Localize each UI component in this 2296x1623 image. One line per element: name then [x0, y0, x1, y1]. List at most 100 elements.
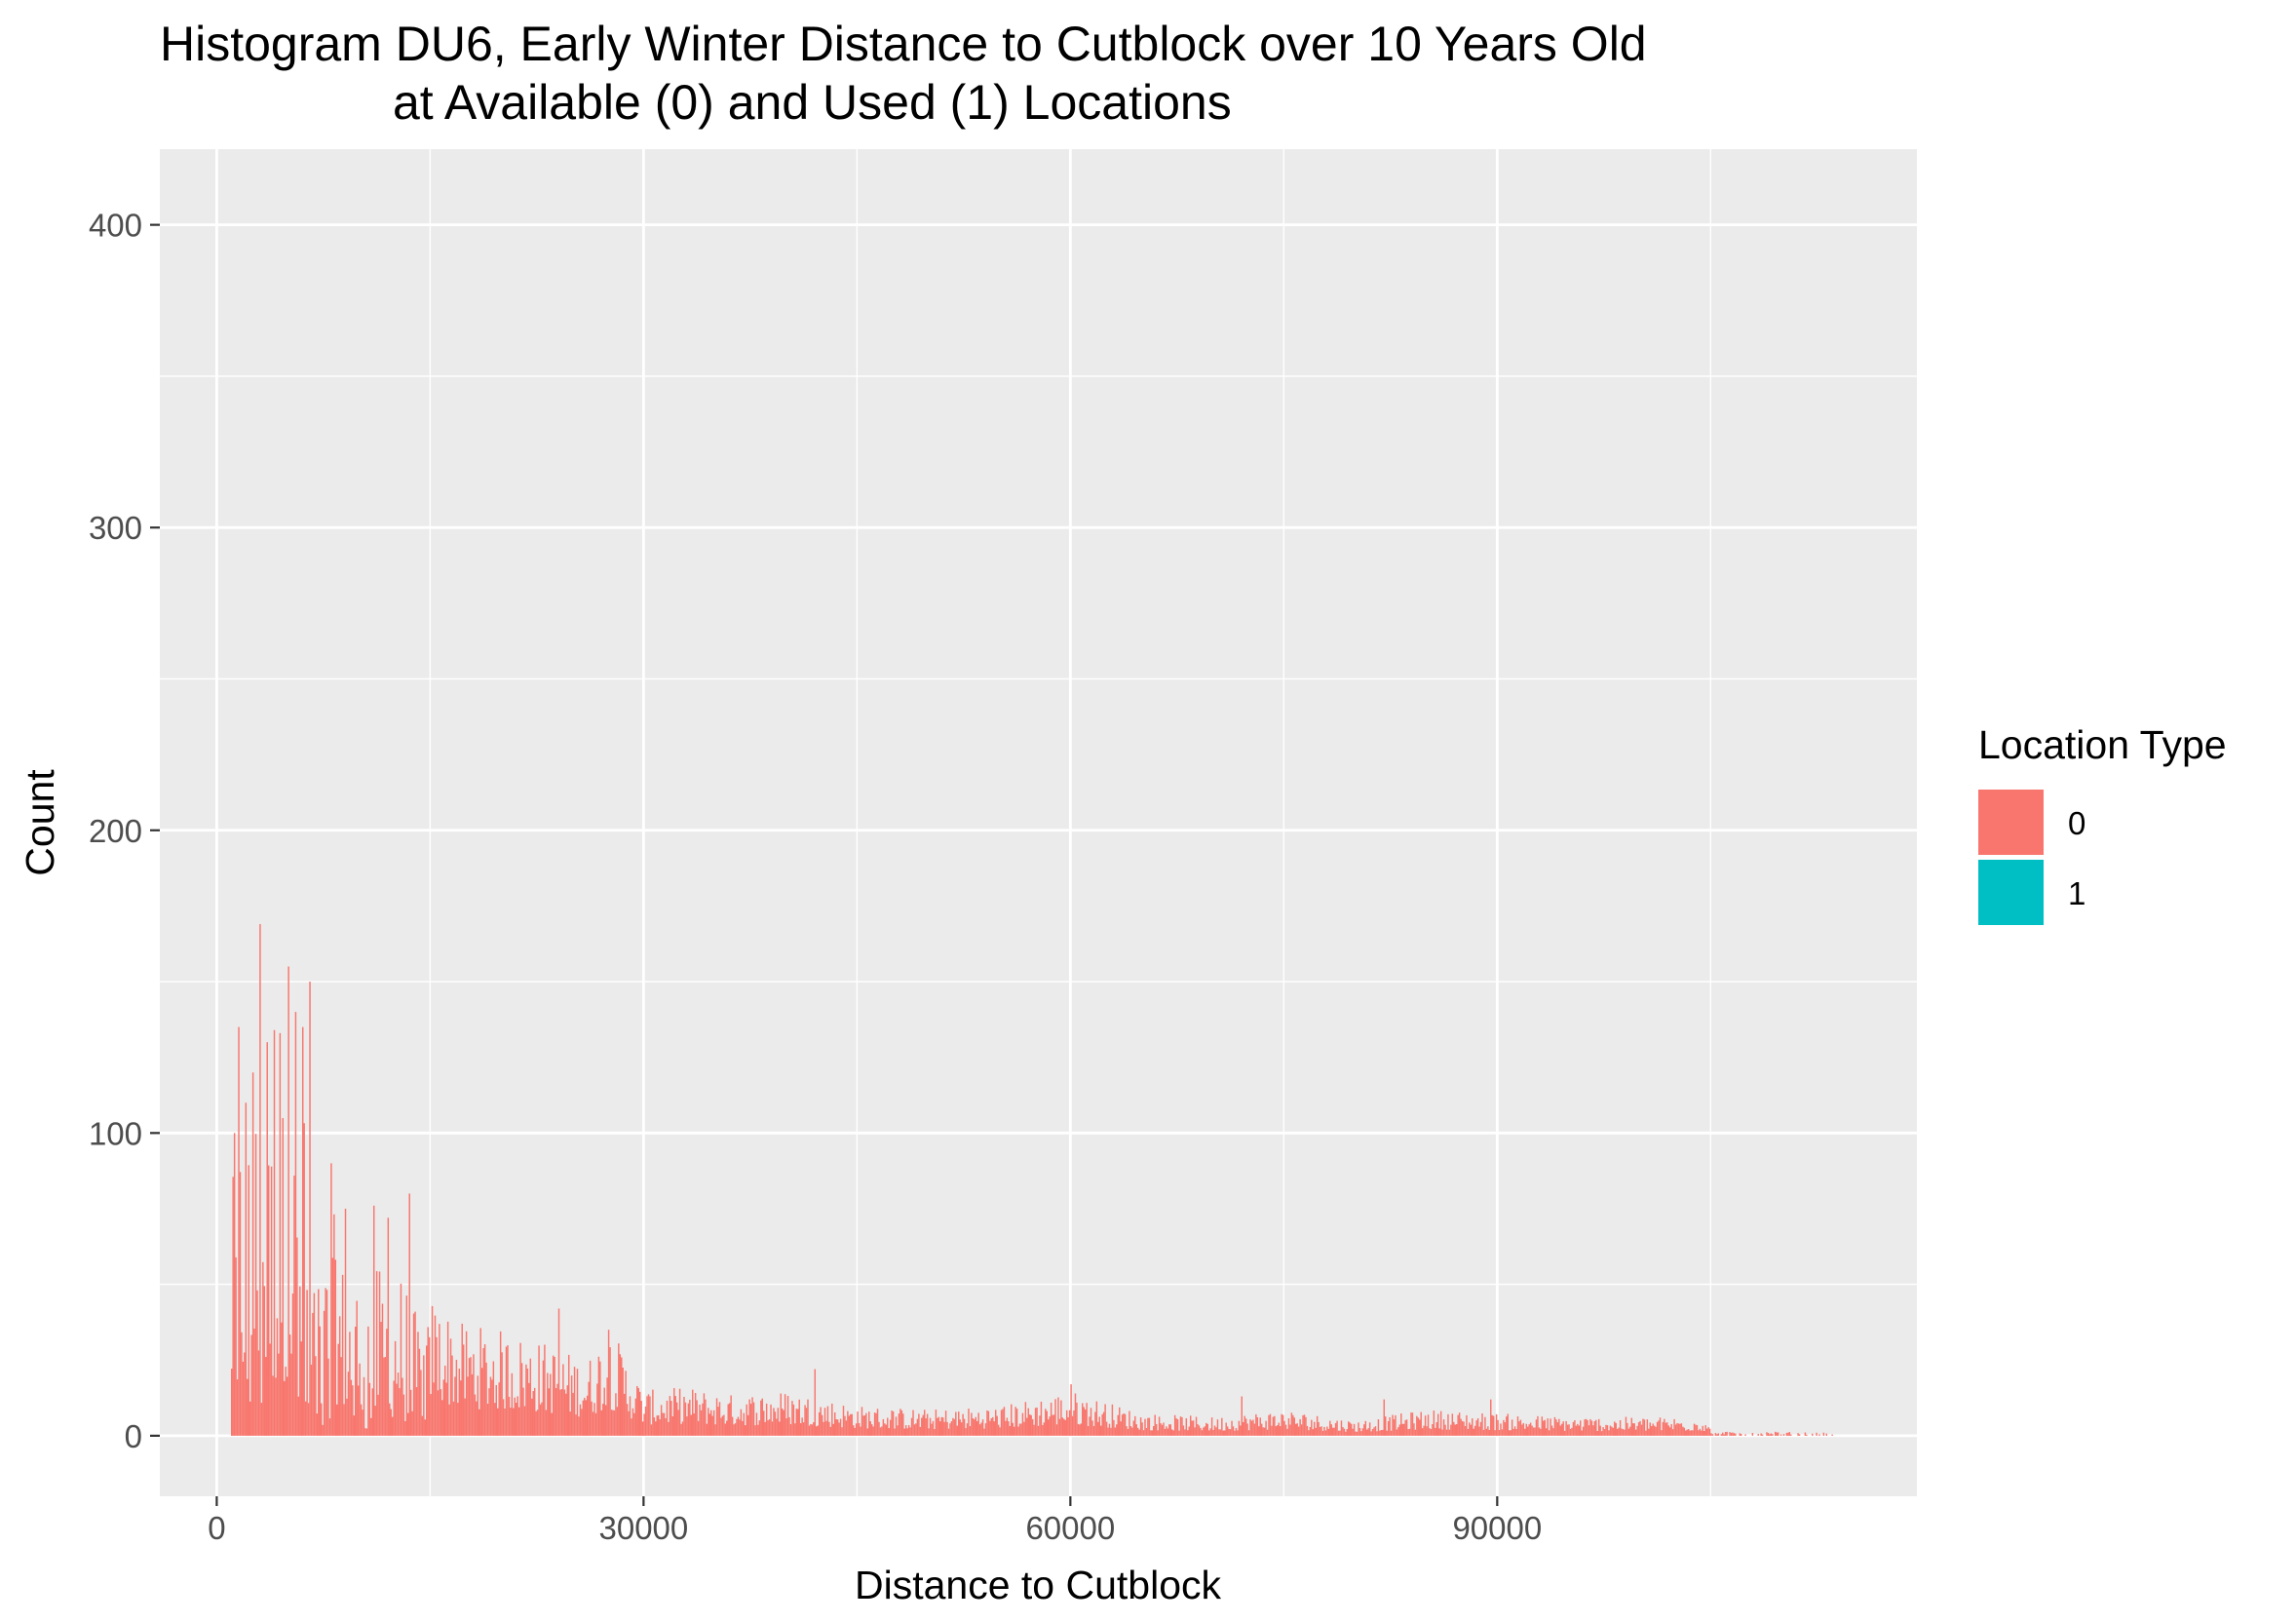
histogram-bar: [647, 1394, 650, 1436]
histogram-bar: [1240, 1425, 1242, 1436]
histogram-bar: [1132, 1420, 1135, 1436]
histogram-bar: [1241, 1396, 1243, 1436]
histogram-bar: [536, 1410, 539, 1436]
histogram-bar: [315, 1356, 317, 1436]
histogram-bar: [1205, 1422, 1207, 1436]
histogram-bar: [572, 1392, 574, 1436]
histogram-bar: [959, 1419, 961, 1436]
histogram-bar: [1232, 1426, 1235, 1436]
histogram-bar: [1201, 1430, 1204, 1436]
histogram-bar: [505, 1346, 508, 1436]
histogram-bar: [529, 1358, 532, 1436]
histogram-bar: [1648, 1428, 1650, 1436]
histogram-bar: [262, 1261, 264, 1436]
histogram-bar: [343, 1404, 345, 1436]
histogram-bar: [1380, 1429, 1383, 1436]
histogram-bar: [708, 1413, 710, 1436]
histogram-bar: [1785, 1432, 1788, 1436]
histogram-bar: [1776, 1432, 1778, 1436]
histogram-bar: [857, 1411, 859, 1436]
histogram-bar: [860, 1426, 861, 1436]
histogram-bar: [845, 1420, 848, 1436]
histogram-bar: [319, 1326, 321, 1436]
histogram-bar: [1384, 1416, 1387, 1436]
histogram-bar: [333, 1214, 335, 1436]
histogram-bar: [247, 1378, 249, 1436]
histogram-bar: [1377, 1419, 1380, 1436]
histogram-bar: [408, 1193, 410, 1436]
histogram-bar: [1668, 1427, 1671, 1436]
histogram-bar: [668, 1421, 670, 1436]
histogram-bar: [714, 1424, 716, 1436]
histogram-bar: [1515, 1428, 1517, 1436]
histogram-bar: [615, 1393, 617, 1436]
histogram-bar: [1060, 1400, 1062, 1436]
histogram-bar: [1011, 1404, 1013, 1436]
histogram-bar: [1195, 1416, 1198, 1436]
grid-major: [160, 149, 1917, 1496]
histogram-bar: [1147, 1417, 1149, 1436]
histogram-bar: [296, 1237, 298, 1436]
histogram-bar: [962, 1413, 964, 1436]
histogram-bar: [1782, 1434, 1785, 1436]
histogram-bar: [1003, 1407, 1006, 1436]
histogram-bar: [1260, 1423, 1263, 1436]
histogram-bar: [1203, 1427, 1205, 1436]
histogram-bar: [446, 1321, 449, 1436]
histogram-bar: [625, 1371, 627, 1436]
histogram-bar: [578, 1416, 580, 1436]
histogram-bar: [336, 1404, 338, 1436]
histogram-bar: [776, 1418, 778, 1436]
histogram-bar: [774, 1411, 777, 1436]
histogram-bar: [1252, 1419, 1254, 1436]
histogram-bar: [1550, 1425, 1553, 1436]
histogram-bar: [1379, 1430, 1381, 1436]
histogram-bar: [1141, 1422, 1143, 1436]
histogram-bar: [643, 1413, 645, 1436]
histogram-bar: [325, 1290, 328, 1436]
histogram-bar: [1326, 1426, 1328, 1436]
chart-subtitle: at Available (0) and Used (1) Locations: [393, 75, 1232, 130]
histogram-bar: [902, 1413, 904, 1436]
histogram-bar: [1556, 1422, 1559, 1436]
histogram-bar: [724, 1423, 727, 1436]
histogram-bar: [1562, 1421, 1564, 1436]
histogram-bar: [986, 1410, 988, 1436]
histogram-bar: [1476, 1417, 1479, 1436]
histogram-bar: [1739, 1433, 1741, 1436]
histogram-bar: [623, 1393, 626, 1436]
histogram-bar: [1320, 1426, 1322, 1436]
histogram-bar: [1006, 1417, 1009, 1436]
histogram-bar: [1662, 1421, 1665, 1436]
histogram-bar: [498, 1382, 500, 1436]
histogram-bar: [1720, 1434, 1722, 1436]
histogram-bar: [359, 1363, 361, 1436]
histogram-bar: [1083, 1407, 1085, 1436]
histogram-bar: [1282, 1414, 1284, 1436]
histogram-bar: [1392, 1414, 1394, 1436]
histogram-bar: [1300, 1424, 1303, 1436]
histogram-bar: [1348, 1421, 1350, 1436]
histogram-bar: [1478, 1426, 1480, 1436]
histogram-bar: [1117, 1414, 1119, 1436]
histogram-bar: [1420, 1411, 1422, 1436]
histogram-bar: [670, 1401, 672, 1436]
histogram-bar: [1333, 1427, 1335, 1436]
grid-minor: [160, 149, 1917, 1496]
histogram-bar: [650, 1424, 653, 1436]
histogram-bar: [976, 1420, 978, 1436]
histogram-bar: [692, 1389, 694, 1436]
histogram-bar: [720, 1417, 722, 1436]
histogram-bar: [977, 1412, 979, 1436]
histogram-bar: [357, 1385, 360, 1436]
histogram-bar: [1018, 1423, 1021, 1436]
histogram-bar: [878, 1421, 880, 1436]
histogram-bar: [881, 1426, 883, 1436]
y-tick-label: 300: [89, 510, 142, 546]
histogram-bar: [994, 1410, 997, 1436]
histogram-bar: [802, 1422, 805, 1436]
histogram-bar: [1467, 1428, 1470, 1436]
histogram-bar: [1076, 1402, 1078, 1436]
histogram-bar: [1268, 1414, 1270, 1436]
histogram-bar: [368, 1382, 371, 1436]
